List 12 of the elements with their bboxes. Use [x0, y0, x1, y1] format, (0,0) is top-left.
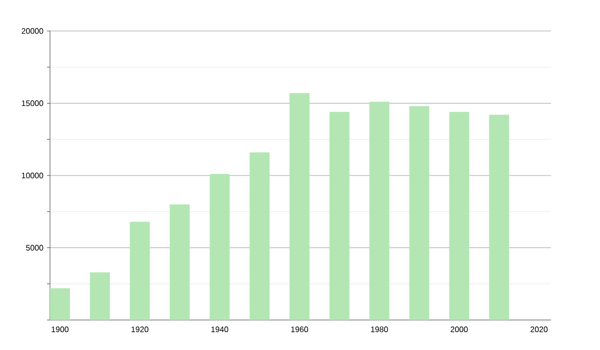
- bar: [90, 272, 110, 320]
- bar: [210, 174, 230, 320]
- bar: [130, 222, 150, 320]
- bar: [449, 112, 470, 320]
- bar: [290, 93, 310, 320]
- bar: [250, 152, 270, 320]
- bar: [489, 114, 510, 320]
- bar: [369, 102, 390, 320]
- bar: [170, 204, 190, 320]
- bar: [409, 106, 430, 320]
- bar: [50, 288, 70, 320]
- bar: [329, 112, 350, 320]
